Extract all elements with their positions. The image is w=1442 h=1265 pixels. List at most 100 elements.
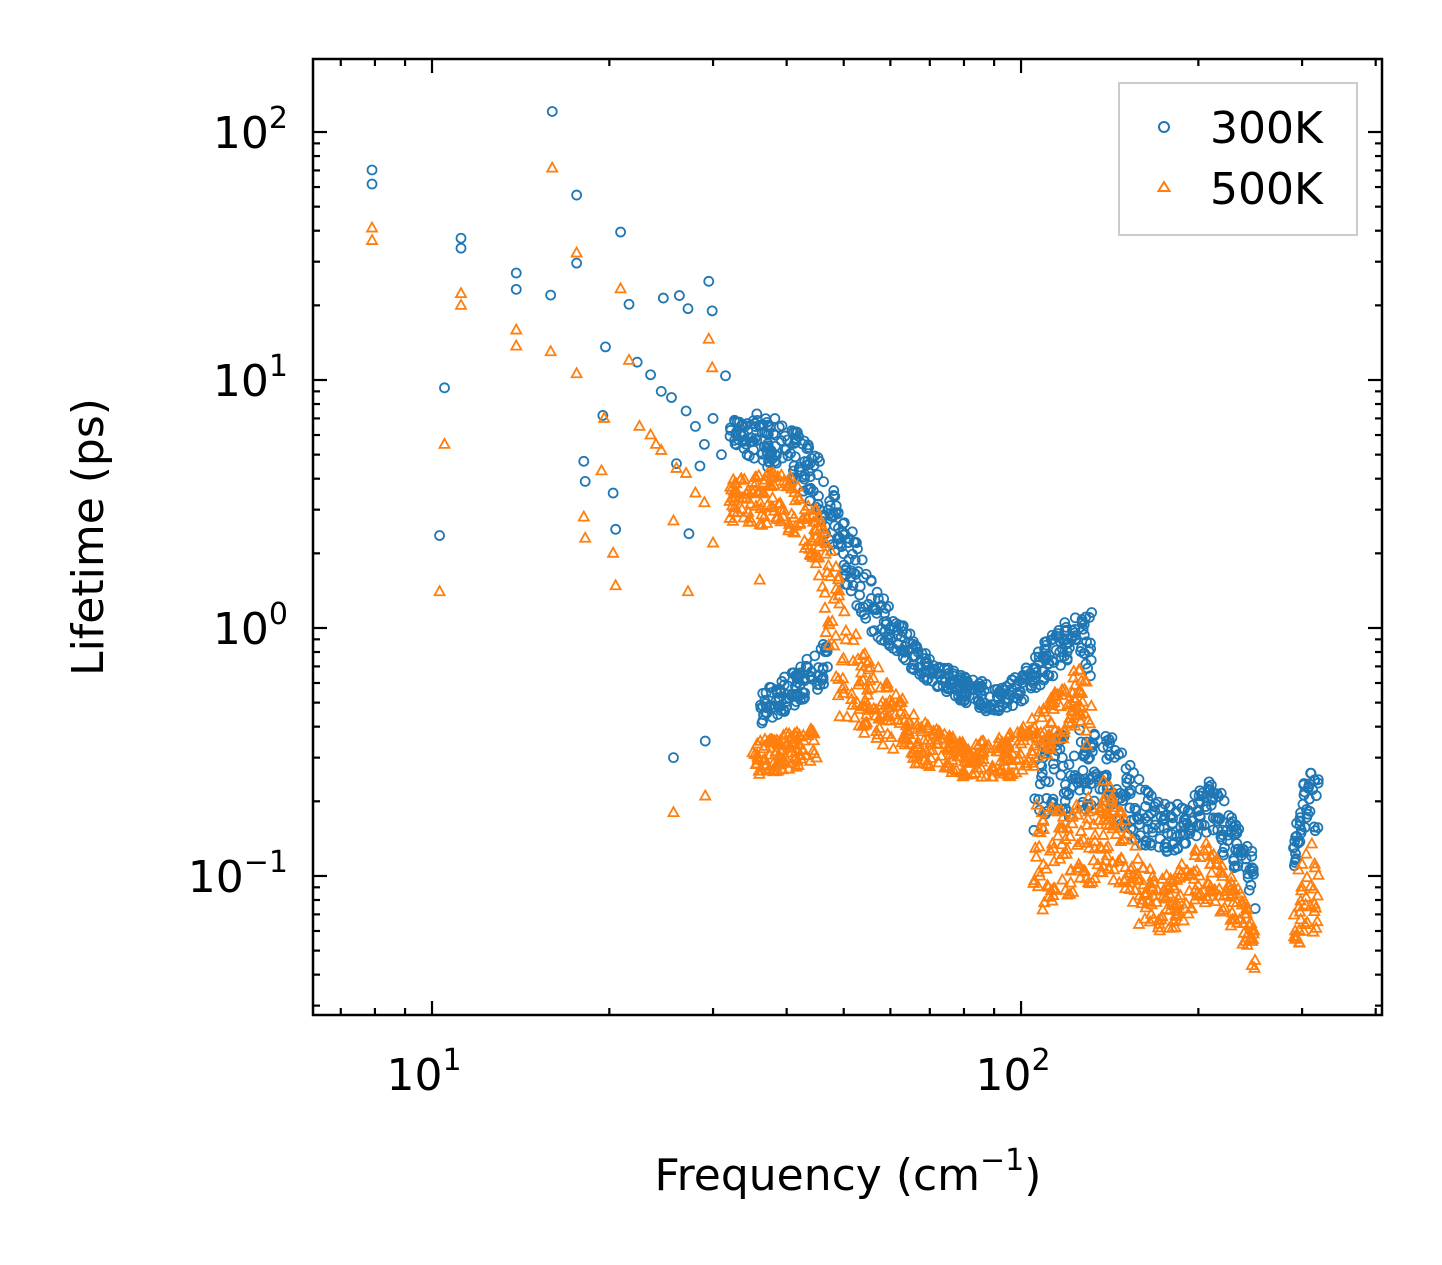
point-500k: [884, 713, 898, 726]
point-300k: [879, 607, 891, 619]
point-500k: [832, 583, 846, 596]
point-500k: [1192, 888, 1206, 901]
point-500k: [1063, 829, 1077, 842]
point-300k: [1225, 818, 1236, 830]
point-300k: [600, 341, 611, 353]
point-500k: [1075, 694, 1089, 707]
point-300k: [1054, 646, 1066, 658]
point-500k: [797, 733, 811, 746]
point-300k: [778, 679, 790, 691]
point-300k: [1309, 825, 1321, 837]
point-300k: [1132, 811, 1143, 823]
x-axis-label: Frequency (cm−1): [655, 1143, 1042, 1201]
point-500k: [454, 297, 468, 310]
point-300k: [1067, 781, 1079, 792]
point-500k: [644, 427, 658, 440]
point-500k: [880, 676, 894, 689]
point-300k: [1290, 848, 1301, 860]
point-500k: [1004, 753, 1018, 765]
point-300k: [788, 460, 800, 472]
point-500k: [1065, 809, 1079, 822]
legend-box: [1118, 82, 1358, 236]
point-500k: [1216, 866, 1230, 878]
point-300k: [1047, 670, 1059, 682]
point-500k: [818, 546, 832, 559]
point-300k: [1191, 830, 1202, 842]
plot-frame: [311, 57, 1384, 1017]
point-500k: [780, 738, 794, 751]
point-500k: [1135, 892, 1150, 905]
point-500k: [1020, 758, 1034, 771]
point-500k: [1079, 723, 1093, 736]
point-500k: [1087, 853, 1101, 866]
point-500k: [1073, 685, 1087, 697]
point-500k: [1103, 779, 1117, 792]
point-500k: [976, 734, 990, 746]
point-500k: [697, 495, 711, 508]
point-500k: [782, 517, 796, 529]
point-500k: [938, 760, 952, 773]
point-500k: [1213, 904, 1227, 917]
point-500k: [757, 509, 771, 522]
point-500k: [750, 736, 764, 749]
point-300k: [1061, 653, 1073, 665]
point-500k: [1081, 836, 1095, 848]
point-300k: [1076, 617, 1088, 629]
point-500k: [992, 744, 1006, 757]
point-500k: [812, 539, 826, 552]
point-500k: [818, 525, 832, 538]
point-500k: [1037, 704, 1051, 717]
point-500k: [782, 726, 796, 739]
point-500k: [570, 366, 584, 379]
point-500k: [1136, 860, 1150, 873]
point-500k: [1045, 698, 1059, 711]
point-500k: [1003, 726, 1017, 739]
point-500k: [755, 507, 769, 520]
point-300k: [1078, 629, 1090, 641]
point-300k: [610, 523, 622, 535]
point-300k: [1016, 695, 1027, 707]
point-300k: [852, 543, 863, 555]
point-300k: [1180, 837, 1192, 849]
point-300k: [897, 652, 909, 664]
point-500k: [509, 322, 523, 335]
point-300k: [961, 675, 973, 687]
point-300k: [1294, 836, 1306, 848]
point-500k: [1060, 846, 1074, 859]
point-300k: [799, 473, 810, 485]
point-500k: [669, 461, 683, 473]
point-300k: [967, 674, 979, 686]
point-500k: [1037, 822, 1051, 834]
point-500k: [804, 721, 818, 734]
point-500k: [829, 628, 843, 641]
point-500k: [1107, 873, 1121, 885]
point-500k: [1093, 865, 1107, 877]
legend: 300K 500K: [1118, 82, 1358, 236]
point-500k: [1308, 856, 1322, 869]
point-300k: [1036, 771, 1047, 783]
point-500k: [1120, 826, 1134, 839]
point-500k: [845, 692, 859, 704]
point-300k: [912, 661, 924, 673]
point-500k: [1083, 716, 1097, 729]
point-500k: [433, 584, 447, 597]
point-500k: [1066, 670, 1080, 683]
point-300k: [978, 685, 990, 696]
point-500k: [1058, 832, 1072, 844]
point-300k: [1291, 817, 1302, 829]
point-300k: [885, 633, 897, 645]
point-500k: [820, 565, 834, 578]
point-300k: [1299, 822, 1311, 833]
point-300k: [571, 257, 583, 269]
point-500k: [1153, 923, 1167, 936]
point-500k: [739, 491, 753, 504]
point-500k: [1036, 902, 1050, 915]
point-300k: [799, 687, 811, 699]
point-300k: [699, 735, 711, 747]
point-500k: [1175, 857, 1189, 870]
point-500k: [801, 498, 815, 511]
point-500k: [860, 715, 874, 728]
point-500k: [1051, 687, 1065, 700]
point-300k: [1017, 677, 1028, 688]
point-500k: [1062, 715, 1076, 727]
